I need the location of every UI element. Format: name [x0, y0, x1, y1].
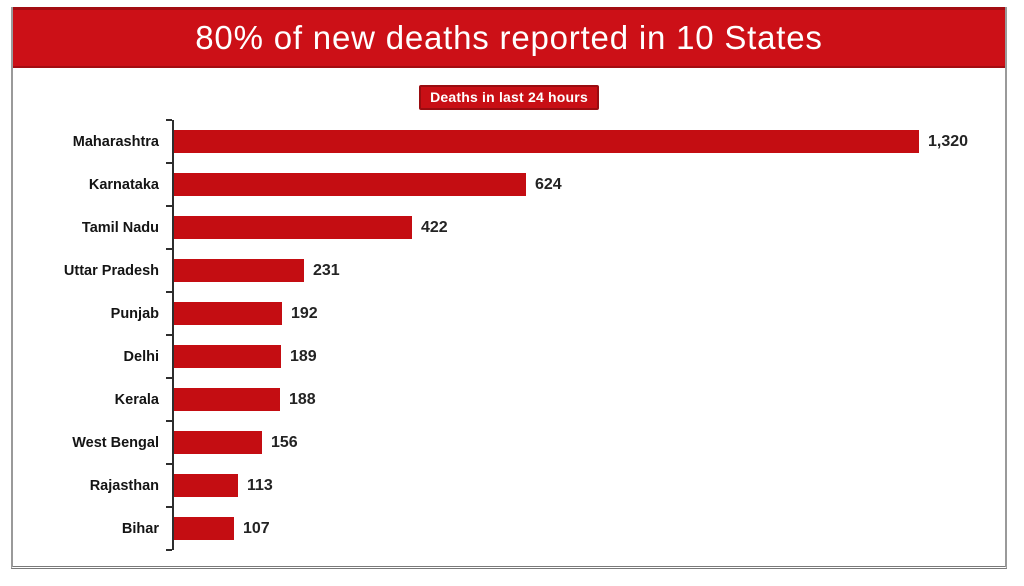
- bar: [174, 517, 234, 540]
- bar: [174, 302, 282, 325]
- bar: [174, 173, 526, 196]
- plot-area: 422: [166, 205, 1005, 249]
- value-label: 113: [247, 476, 273, 494]
- category-label: Bihar: [121, 520, 159, 537]
- bar-row: West Bengal 156: [13, 420, 1005, 464]
- bar-row: Karnataka 624: [13, 162, 1005, 206]
- bar-row: Kerala 188: [13, 377, 1005, 421]
- plot-area: 156: [166, 420, 1005, 464]
- value-label: 624: [535, 175, 562, 193]
- bar: [174, 388, 280, 411]
- plot-area: 624: [166, 162, 1005, 206]
- category-label: Karnataka: [88, 176, 159, 193]
- value-label: 189: [290, 347, 317, 365]
- bar-row: Bihar 107: [13, 506, 1005, 551]
- value-label: 422: [421, 218, 448, 236]
- plot-area: 1,320: [166, 119, 1005, 163]
- bar: [174, 345, 281, 368]
- plot-area: 231: [166, 248, 1005, 292]
- chart-title: 80% of new deaths reported in 10 States: [195, 19, 823, 56]
- bar-row: Delhi 189: [13, 334, 1005, 378]
- bar-row: Tamil Nadu 422: [13, 205, 1005, 249]
- bar-row: Maharashtra 1,320: [13, 119, 1005, 163]
- chart-panel: 80% of new deaths reported in 10 States …: [11, 7, 1007, 569]
- value-label: 1,320: [928, 132, 969, 150]
- value-label: 107: [243, 519, 270, 537]
- plot-area: 188: [166, 377, 1005, 421]
- bar-row: Uttar Pradesh 231: [13, 248, 1005, 292]
- category-label: Punjab: [110, 305, 159, 322]
- bar-chart: Maharashtra 1,320 Karnataka 624 Tamil Nadu 42…: [13, 119, 1005, 551]
- bar: [174, 431, 262, 454]
- subtitle-badge: Deaths in last 24 hours: [419, 85, 599, 110]
- category-label: Kerala: [114, 391, 159, 408]
- bar: [174, 259, 304, 282]
- value-label: 156: [271, 433, 298, 451]
- bar: [174, 474, 238, 497]
- category-label: Maharashtra: [72, 133, 159, 150]
- category-label: West Bengal: [72, 434, 159, 451]
- plot-area: 107: [166, 506, 1005, 551]
- subtitle-row: Deaths in last 24 hours: [13, 85, 1005, 110]
- category-label: Delhi: [123, 348, 159, 365]
- value-label: 188: [289, 390, 316, 408]
- category-label: Uttar Pradesh: [63, 262, 159, 279]
- bar: [174, 216, 412, 239]
- bar-row: Punjab 192: [13, 291, 1005, 335]
- value-label: 231: [313, 261, 340, 279]
- plot-area: 113: [166, 463, 1005, 507]
- bar-row: Rajasthan 113: [13, 463, 1005, 507]
- plot-area: 192: [166, 291, 1005, 335]
- category-label: Tamil Nadu: [81, 219, 159, 236]
- category-label: Rajasthan: [89, 477, 159, 494]
- bar: [174, 130, 919, 153]
- title-banner: 80% of new deaths reported in 10 States: [13, 7, 1005, 68]
- value-label: 192: [291, 304, 318, 322]
- plot-area: 189: [166, 334, 1005, 378]
